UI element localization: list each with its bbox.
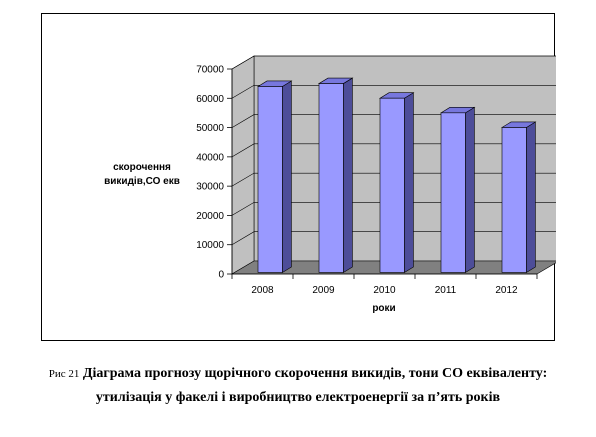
bar-side	[465, 106, 475, 273]
bars	[256, 77, 537, 273]
bar-side	[404, 92, 414, 273]
y-tick-label: 50000	[196, 123, 224, 134]
y-axis-label-line-1: скорочення	[113, 162, 171, 173]
figure-caption: Рис 21 Діаграма прогнозу щорічного скоро…	[20, 362, 576, 410]
y-tick-label: 30000	[196, 182, 224, 193]
x-tick-label: 2008	[251, 285, 274, 296]
bar-front	[501, 127, 527, 273]
bar-side	[343, 77, 353, 273]
bar-side	[282, 80, 292, 273]
bar-front	[379, 97, 405, 273]
y-tick-label: 40000	[196, 152, 224, 163]
gridline	[231, 55, 556, 70]
x-tick-label: 2009	[312, 285, 335, 296]
x-tick-label: 2011	[435, 285, 457, 296]
y-tick-label: 20000	[196, 211, 224, 222]
x-axis-label: роки	[372, 303, 395, 314]
y-tick-label: 70000	[196, 65, 224, 76]
bar-2008	[256, 80, 293, 273]
bar-front	[257, 86, 283, 273]
caption-prefix: Рис 21	[48, 368, 80, 380]
bar-front	[440, 112, 466, 273]
y-axis-label-line-2: викидів,СО екв	[104, 176, 180, 187]
bar-2010	[378, 92, 415, 273]
bar-chart: 0 10000 20000 30000 40000 50000 60000 70000 200…	[104, 55, 556, 314]
bar-2012	[500, 121, 537, 273]
bar-2009	[317, 77, 354, 273]
gridline	[231, 84, 556, 99]
chart-frame: 0 10000 20000 30000 40000 50000 60000 70000 200…	[41, 13, 556, 341]
y-tick-label: 10000	[196, 240, 224, 251]
y-tick-label: 60000	[196, 94, 224, 105]
bar-2011	[439, 106, 476, 273]
x-tick-label: 2010	[373, 285, 396, 296]
x-axis: 2008 2009 2010 2011 2012	[231, 273, 538, 296]
bar-front	[318, 83, 344, 273]
caption-text: Діаграма прогнозу щорічного скорочення в…	[82, 366, 548, 405]
bar-side	[526, 121, 536, 273]
side-wall	[231, 55, 255, 275]
x-tick-label: 2012	[495, 285, 518, 296]
y-axis: 0 10000 20000 30000 40000 50000 60000 70000	[196, 65, 233, 281]
y-tick-label: 0	[218, 270, 224, 281]
